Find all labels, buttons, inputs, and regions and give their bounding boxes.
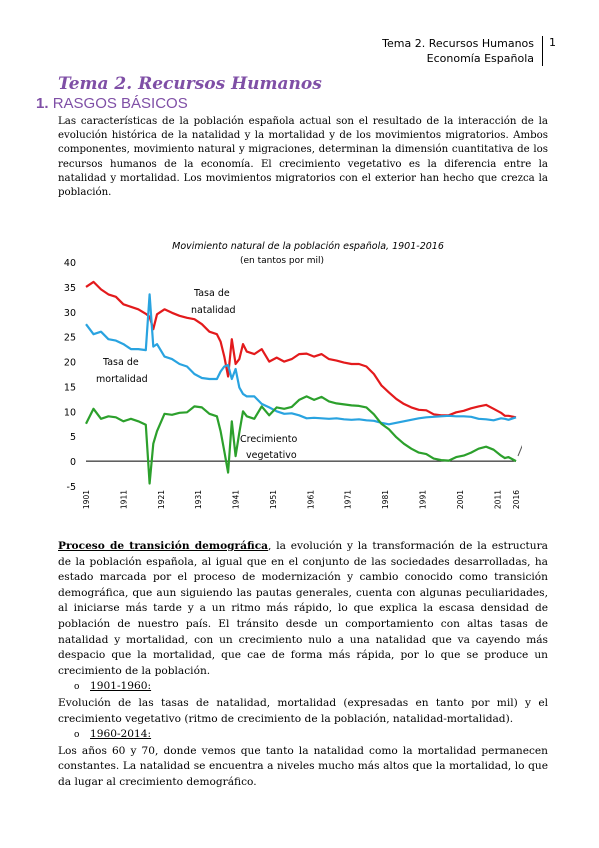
section-heading: 1. RASGOS BÁSICOS	[36, 95, 188, 112]
period2-label: 1960-2014:	[90, 728, 152, 741]
body-text: Proceso de transición demográfica, la ev…	[58, 539, 548, 791]
x-tick-label: 1991	[419, 490, 428, 509]
crecimiento-line	[85, 395, 517, 485]
annotation-crecimiento: Crecimiento vegetativo	[240, 434, 298, 461]
intro-paragraph: Las características de la población espa…	[58, 116, 548, 199]
x-tick-label: 1921	[157, 490, 166, 509]
y-axis: 40 35 30 25 20 15 10 5 0 -5	[64, 258, 76, 493]
y-tick-label: 30	[64, 308, 76, 319]
bullet-circle-icon: o	[74, 730, 80, 741]
x-tick-label: 1971	[344, 490, 353, 509]
x-tick-label: 2011	[493, 490, 502, 509]
annotation-mortalidad: Tasa de mortalidad	[96, 357, 148, 385]
y-tick-label: 0	[70, 457, 76, 468]
series-lines	[85, 280, 517, 485]
x-tick-label: 2016	[512, 490, 521, 509]
page-number: 1	[549, 36, 556, 49]
y-tick-label: -5	[67, 482, 76, 493]
population-chart: Movimiento natural de la población españ…	[50, 236, 522, 526]
mortalidad-line	[85, 293, 517, 426]
transition-text: , la evolución y la transformación de la…	[58, 540, 548, 677]
transition-paragraph: Proceso de transición demográfica, la ev…	[58, 539, 548, 679]
chart-subtitle: (en tantos por mil)	[240, 256, 324, 266]
period1-bullet: o 1901-1960:	[74, 679, 548, 696]
x-tick-label: 2001	[456, 490, 465, 509]
y-tick-label: 25	[64, 333, 76, 344]
header-title: Tema 2. Recursos Humanos	[382, 37, 534, 50]
chart-title: Movimiento natural de la población españ…	[172, 241, 444, 252]
header-subtitle: Economía Española	[426, 52, 534, 65]
x-tick-label: 1931	[194, 490, 203, 509]
section-title: RASGOS BÁSICOS	[52, 95, 188, 112]
x-tick-label: 1901	[82, 490, 91, 509]
transition-heading: Proceso de transición demográfica	[58, 540, 269, 552]
x-tick-label: 1911	[119, 490, 128, 509]
y-tick-label: 40	[64, 258, 76, 269]
period1-text: Evolución de las tasas de natalidad, mor…	[58, 696, 548, 725]
annotation-crecimiento-line2: vegetativo	[246, 450, 297, 461]
x-tick-label: 1951	[269, 490, 278, 509]
running-header: Tema 2. Recursos Humanos Economía Españo…	[382, 36, 543, 66]
y-tick-label: 20	[64, 358, 76, 369]
annotation-natalidad-line1: Tasa de	[193, 288, 230, 299]
annotation-natalidad: Tasa de natalidad	[191, 288, 236, 316]
x-tick-label: 1961	[306, 490, 315, 509]
document-title: Tema 2. Recursos Humanos	[58, 74, 322, 94]
period1-label: 1901-1960:	[90, 680, 152, 693]
period2-text: Los años 60 y 70, donde vemos que tanto …	[58, 744, 548, 788]
y-tick-label: 35	[64, 283, 76, 294]
y-tick-label: 5	[70, 432, 76, 443]
annotation-crecimiento-line1: Crecimiento	[240, 434, 298, 445]
x-tick-label: 1941	[232, 490, 241, 509]
period2-bullet: o 1960-2014:	[74, 727, 548, 744]
annotation-natalidad-line2: natalidad	[191, 305, 236, 316]
x-tick-label: 1981	[381, 490, 390, 509]
section-number: 1.	[36, 95, 49, 112]
y-tick-label: 15	[64, 382, 76, 393]
arrow-line	[517, 444, 522, 457]
annotation-mortalidad-line1: Tasa de	[102, 357, 139, 368]
bullet-circle-icon: o	[74, 682, 80, 693]
annotation-mortalidad-line2: mortalidad	[96, 374, 148, 385]
y-tick-label: 10	[64, 407, 76, 418]
chart-svg: Movimiento natural de la población españ…	[64, 241, 522, 509]
